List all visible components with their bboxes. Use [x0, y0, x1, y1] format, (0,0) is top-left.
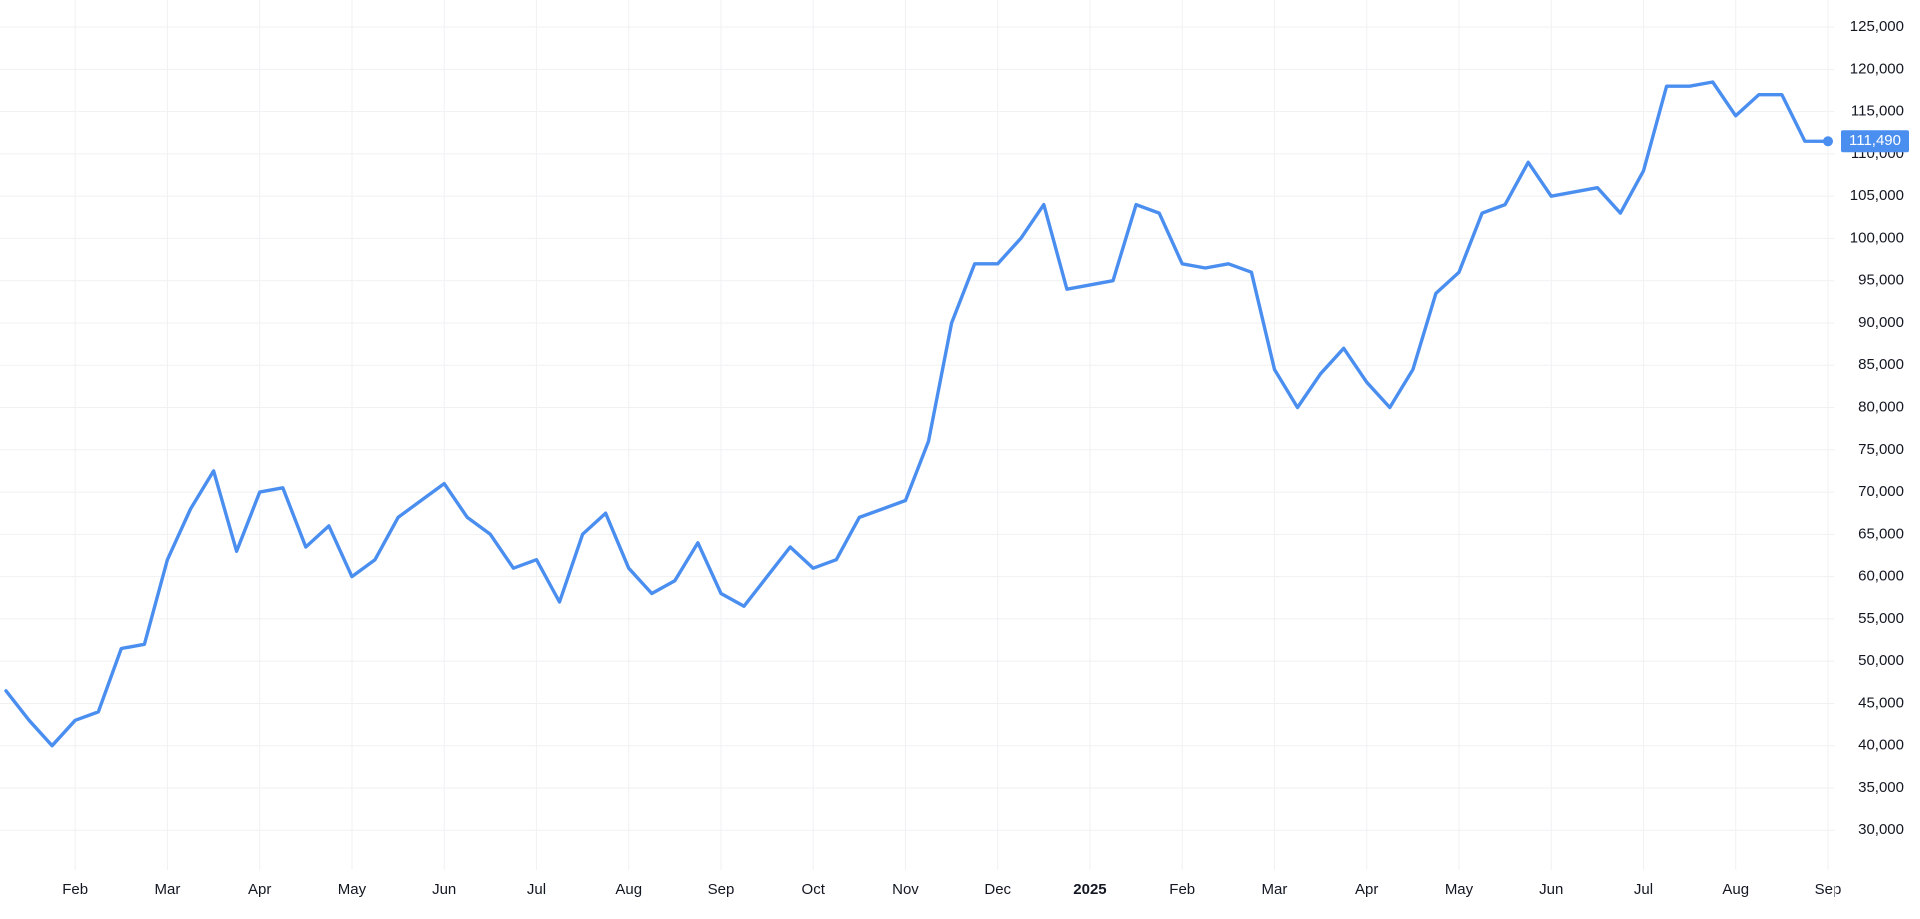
y-tick-label: 60,000 — [1858, 568, 1904, 585]
last-point — [1823, 136, 1833, 147]
x-tick-label: Aug — [615, 881, 642, 898]
x-tick-label: Feb — [1169, 881, 1195, 898]
x-tick-label: Oct — [802, 881, 826, 898]
y-tick-label: 75,000 — [1858, 441, 1904, 458]
y-tick-label: 55,000 — [1858, 610, 1904, 627]
y-tick-label: 80,000 — [1858, 398, 1904, 415]
y-tick-label: 45,000 — [1858, 694, 1904, 711]
x-tick-label: Jul — [527, 881, 546, 898]
x-tick-label: May — [1445, 881, 1474, 898]
x-tick-label: Jun — [1539, 881, 1563, 898]
y-tick-label: 120,000 — [1850, 60, 1904, 77]
x-tick-label: Aug — [1722, 881, 1749, 898]
x-tick-label: Apr — [248, 881, 271, 898]
x-tick-label: Mar — [155, 881, 181, 898]
y-tick-label: 40,000 — [1858, 737, 1904, 754]
y-tick-label: 90,000 — [1858, 314, 1904, 331]
x-tick-label: Sep — [708, 881, 735, 898]
y-tick-label: 30,000 — [1858, 821, 1904, 838]
y-tick-label: 70,000 — [1858, 483, 1904, 500]
y-tick-label: 50,000 — [1858, 652, 1904, 669]
y-tick-label: 95,000 — [1858, 272, 1904, 289]
x-tick-label: Jun — [432, 881, 456, 898]
price-tag — [1841, 130, 1909, 153]
x-tick-label: Dec — [984, 881, 1011, 898]
x-tick-label: Apr — [1355, 881, 1378, 898]
y-tick-label: 35,000 — [1858, 779, 1904, 796]
y-tick-label: 85,000 — [1858, 356, 1904, 373]
y-tick-label: 125,000 — [1850, 18, 1904, 35]
x-tick-label: Nov — [892, 881, 919, 898]
x-tick-label: Feb — [62, 881, 88, 898]
y-tick-label: 100,000 — [1850, 229, 1904, 246]
x-tick-label: Mar — [1262, 881, 1288, 898]
price-line — [4, 80, 1830, 748]
x-tick-label: May — [338, 881, 367, 898]
price-tag-label: 111,490 — [1849, 132, 1901, 149]
x-tick-label: 2025 — [1073, 881, 1106, 898]
y-tick-label: 65,000 — [1858, 525, 1904, 542]
y-tick-label: 115,000 — [1851, 103, 1904, 120]
x-tick-label: Sep — [1815, 881, 1842, 898]
y-tick-label: 105,000 — [1850, 187, 1904, 204]
x-tick-label: Jul — [1634, 881, 1653, 898]
